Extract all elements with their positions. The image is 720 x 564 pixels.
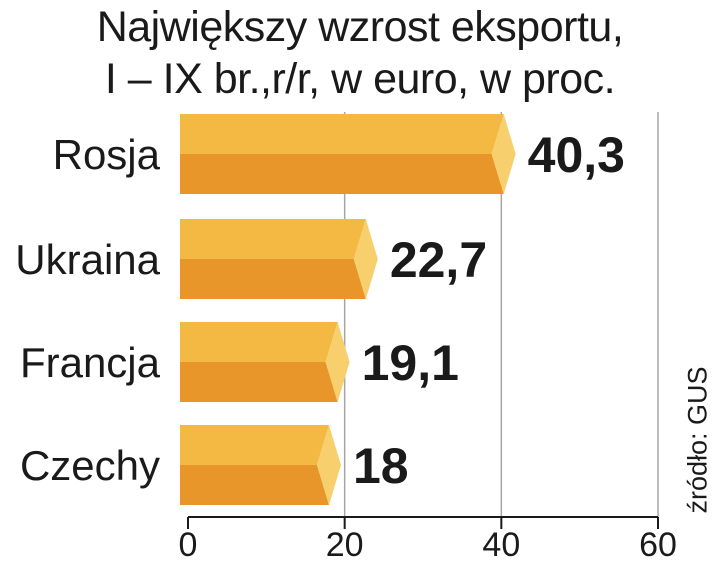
- bar-bottom-face: [180, 465, 329, 505]
- chart-title-line-2: I – IX br.,r/r, w euro, w proc.: [104, 55, 616, 103]
- bar-top-face: [180, 322, 338, 362]
- category-label: Ukraina: [15, 236, 160, 283]
- category-label: Francja: [20, 339, 161, 386]
- bar-bottom-face: [180, 259, 366, 299]
- bar-end-cap: [353, 219, 378, 299]
- source-note: źródło: GUS: [682, 366, 713, 514]
- value-label: 19,1: [362, 335, 459, 391]
- x-tick-label: 0: [179, 526, 198, 564]
- x-tick-label: 60: [639, 526, 677, 564]
- chart-title-line-1: Największy wzrost eksportu,: [96, 3, 624, 51]
- bar-top-face: [180, 425, 329, 465]
- value-label: 40,3: [528, 127, 625, 183]
- bar-bottom-face: [180, 362, 338, 402]
- x-tick-label: 40: [482, 526, 520, 564]
- bar-bottom-face: [180, 154, 504, 194]
- bar-top-face: [180, 114, 504, 154]
- x-tick-label: 20: [326, 526, 364, 564]
- category-label: Czechy: [20, 442, 160, 489]
- bar-end-cap: [491, 114, 516, 194]
- value-label: 22,7: [390, 232, 487, 288]
- bar-end-cap: [325, 322, 350, 402]
- category-label: Rosja: [53, 131, 161, 178]
- bar-end-cap: [317, 425, 341, 505]
- value-label: 18: [353, 438, 409, 494]
- bar-top-face: [180, 219, 366, 259]
